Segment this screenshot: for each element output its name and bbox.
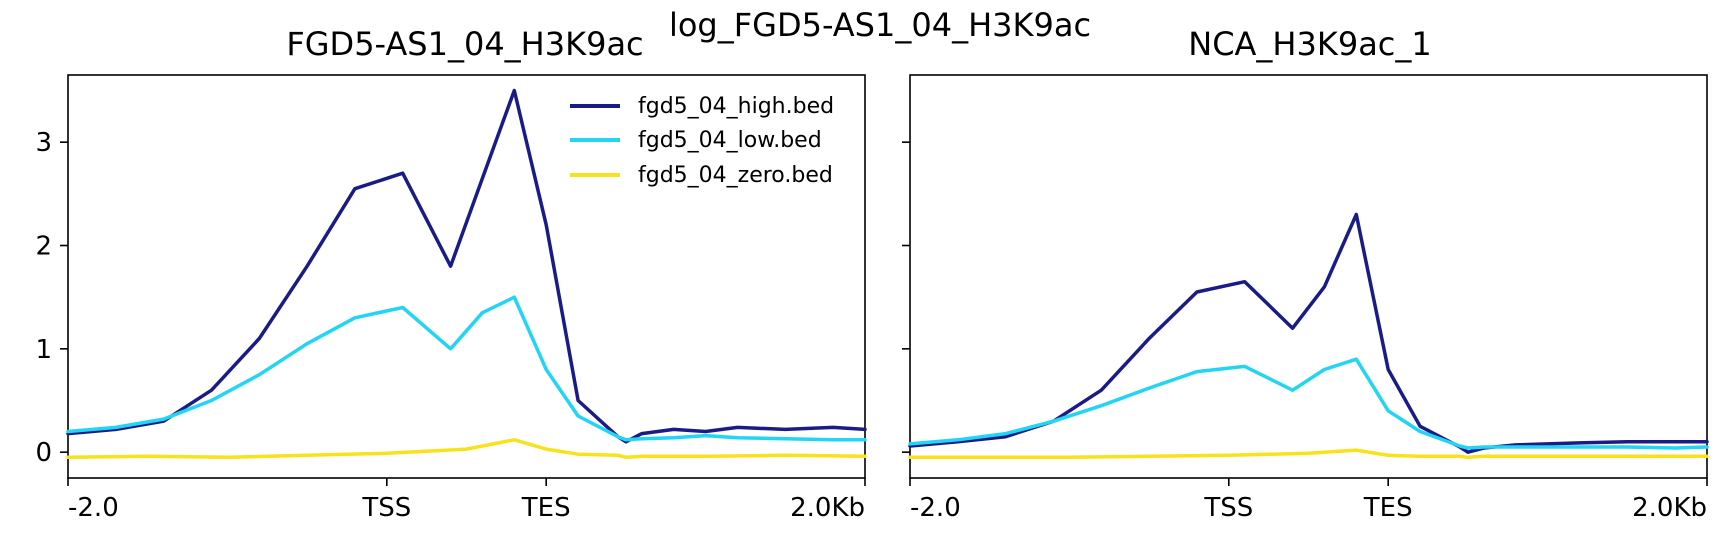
series-lines: [66, 88, 867, 460]
x-tick-label: -2.0: [910, 493, 961, 523]
x-axis-ticks: -2.0 TSS TES 2.0Kb: [67, 478, 866, 523]
x-tick-label: TES: [521, 493, 571, 523]
panel-title: NCA_H3K9ac_1: [1188, 25, 1432, 63]
series-line-high: [66, 88, 867, 444]
series-line-low: [908, 357, 1709, 450]
series-lines: [908, 212, 1709, 460]
x-tick-label: TES: [1363, 493, 1413, 523]
x-tick-label: -2.0: [68, 493, 119, 523]
series-line-high: [908, 212, 1709, 454]
series-line-zero: [66, 438, 867, 460]
legend: fgd5_04_high.bed fgd5_04_low.bed fgd5_04…: [570, 94, 834, 188]
y-tick-label: 2: [35, 232, 52, 262]
series-line-zero: [908, 448, 1709, 460]
y-tick-label: 3: [35, 128, 52, 158]
y-tick-label: 0: [35, 438, 52, 468]
y-axis-ticks: [902, 141, 910, 453]
y-tick-label: 1: [35, 335, 52, 365]
x-tick-label: 2.0Kb: [1632, 493, 1707, 523]
x-tick-label: TSS: [361, 493, 411, 523]
figure-title: log_FGD5-AS1_04_H3K9ac: [669, 6, 1091, 44]
plot-frame: [909, 74, 1708, 479]
x-tick-label: TSS: [1203, 493, 1253, 523]
series-line-low: [66, 295, 867, 442]
x-axis-ticks: -2.0 TSS TES 2.0Kb: [909, 478, 1708, 523]
panel-title: FGD5-AS1_04_H3K9ac: [286, 25, 643, 63]
legend-label-low: fgd5_04_low.bed: [638, 128, 822, 153]
y-axis-ticks: 0 1 2 3: [35, 128, 68, 468]
legend-label-high: fgd5_04_high.bed: [638, 94, 834, 119]
panel-nca: NCA_H3K9ac_1 -2.0 TSS TES 2.0Kb: [902, 25, 1709, 523]
plot-frame: [67, 74, 866, 479]
legend-label-zero: fgd5_04_zero.bed: [638, 163, 833, 188]
x-tick-label: 2.0Kb: [790, 493, 865, 523]
